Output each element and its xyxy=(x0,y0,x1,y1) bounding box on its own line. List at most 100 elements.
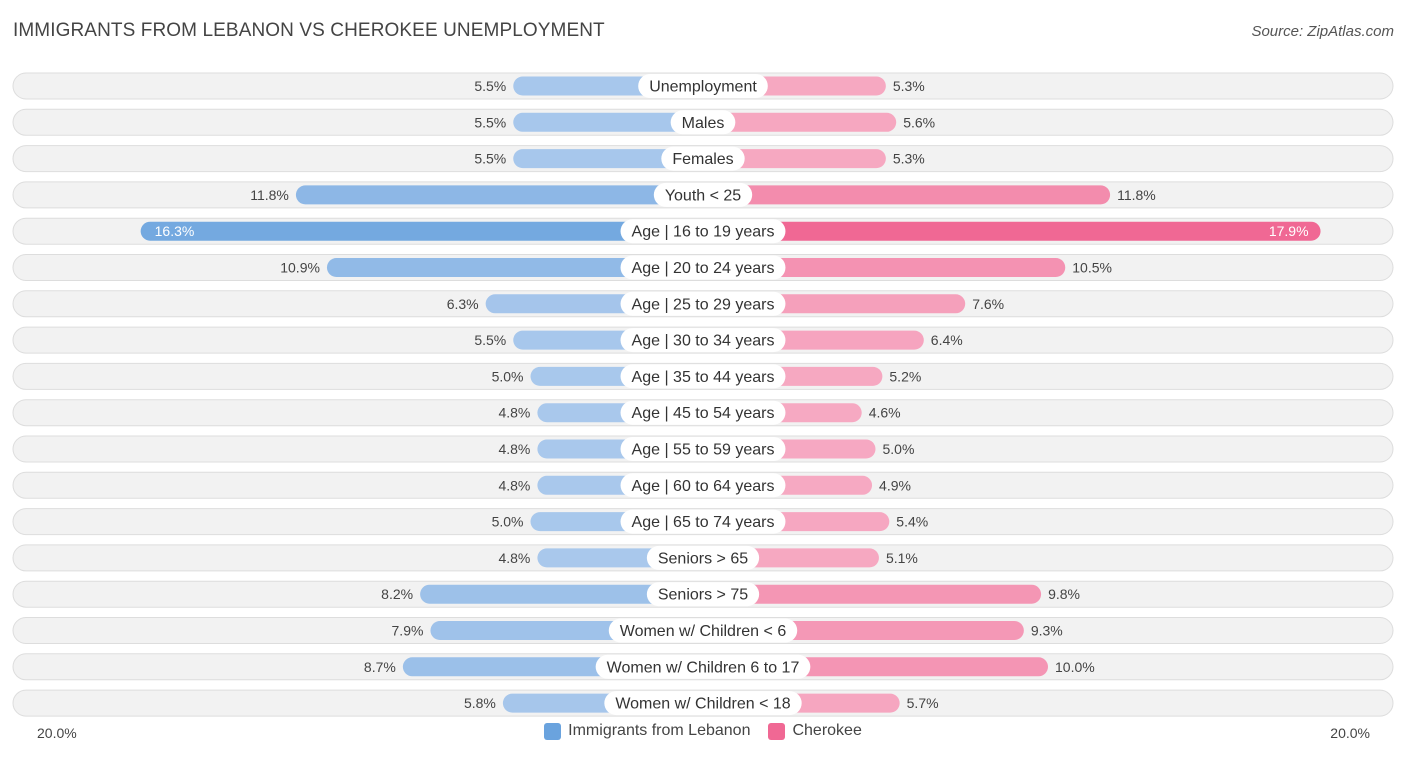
value-label-cherokee: 5.4% xyxy=(896,514,928,530)
category-pill xyxy=(620,364,786,389)
bar-cherokee xyxy=(703,258,1066,277)
category-label: Unemployment xyxy=(649,79,757,96)
bar-cherokee xyxy=(703,185,1111,205)
value-label-cherokee: 5.3% xyxy=(893,151,925,167)
value-label-lebanon: 7.9% xyxy=(392,623,424,639)
value-label-lebanon: 16.3% xyxy=(155,223,195,239)
category-label: Age | 16 to 19 years xyxy=(632,224,775,241)
legend-label-lebanon: Immigrants from Lebanon xyxy=(568,722,751,739)
bar-lebanon xyxy=(513,112,703,132)
category-pill xyxy=(620,219,786,244)
bar-cherokee xyxy=(703,584,1042,604)
category-label: Age | 20 to 24 years xyxy=(632,260,775,277)
value-label-cherokee: 4.9% xyxy=(879,477,911,493)
legend-label-cherokee: Cherokee xyxy=(792,722,862,739)
category-label: Age | 55 to 59 years xyxy=(632,442,775,459)
axis-left-label: 20.0% xyxy=(37,725,77,741)
chart-row: 4.8% 4.9% Age | 60 to 64 years xyxy=(12,471,1394,499)
value-label-cherokee: 5.3% xyxy=(893,78,925,94)
value-label-lebanon: 5.0% xyxy=(492,514,524,530)
chart-title: IMMIGRANTS FROM LEBANON VS CHEROKEE UNEM… xyxy=(13,20,605,41)
category-label: Age | 45 to 54 years xyxy=(632,405,775,422)
category-pill xyxy=(620,473,786,498)
category-pill xyxy=(620,437,786,461)
category-pill xyxy=(604,691,802,716)
chart-row: 5.5% 5.3% Females xyxy=(12,145,1394,173)
value-label-lebanon: 4.8% xyxy=(498,550,530,566)
chart-row: 5.5% 6.4% Age | 30 to 34 years xyxy=(12,326,1394,354)
category-pill xyxy=(620,400,786,425)
value-label-lebanon: 4.8% xyxy=(498,441,530,457)
chart-row: 6.3% 7.6% Age | 25 to 29 years xyxy=(12,290,1394,318)
category-label: Age | 30 to 34 years xyxy=(632,333,775,350)
bar-lebanon xyxy=(420,584,703,604)
chart-row: 4.8% 5.0% Age | 55 to 59 years xyxy=(12,435,1394,463)
value-label-cherokee: 5.6% xyxy=(903,114,935,130)
chart-row: 5.5% 5.3% Unemployment xyxy=(12,72,1394,100)
category-label: Females xyxy=(672,151,733,168)
value-label-lebanon: 4.8% xyxy=(498,477,530,493)
legend-swatch-cherokee xyxy=(768,722,786,740)
category-pill xyxy=(620,255,786,280)
value-label-lebanon: 5.0% xyxy=(492,368,524,384)
value-label-lebanon: 5.5% xyxy=(474,332,506,348)
category-pill xyxy=(670,110,736,135)
value-label-cherokee: 7.6% xyxy=(972,296,1004,312)
legend-swatch-lebanon xyxy=(544,722,562,740)
value-label-lebanon: 6.3% xyxy=(447,296,479,312)
category-label: Women w/ Children < 18 xyxy=(615,696,790,713)
category-label: Age | 35 to 44 years xyxy=(632,369,775,386)
value-label-cherokee: 11.8% xyxy=(1117,187,1156,203)
category-pill xyxy=(620,509,786,534)
chart-row: 5.5% 5.6% Males xyxy=(12,108,1394,136)
value-label-cherokee: 5.7% xyxy=(907,695,939,711)
category-label: Age | 25 to 29 years xyxy=(632,296,775,313)
bar-lebanon xyxy=(140,221,703,241)
category-pill xyxy=(653,182,753,207)
category-pill xyxy=(595,654,811,679)
chart-row: 5.0% 5.4% Age | 65 to 74 years xyxy=(12,508,1394,536)
category-label: Seniors > 65 xyxy=(658,550,748,567)
bar-lebanon xyxy=(326,258,703,277)
category-pill xyxy=(608,618,798,643)
bar-cherokee xyxy=(703,149,886,169)
value-label-cherokee: 5.2% xyxy=(889,368,921,384)
legend-item-lebanon[interactable]: Immigrants from Lebanon xyxy=(544,722,750,740)
chart-row: 5.0% 5.2% Age | 35 to 44 years xyxy=(12,362,1394,390)
chart-row: 5.8% 5.7% Women w/ Children < 18 xyxy=(12,689,1394,717)
value-label-lebanon: 5.5% xyxy=(474,78,506,94)
category-pill xyxy=(620,328,786,353)
value-label-lebanon: 10.9% xyxy=(280,260,320,276)
category-label: Women w/ Children 6 to 17 xyxy=(607,659,800,676)
value-label-lebanon: 8.7% xyxy=(364,659,396,675)
category-pill xyxy=(638,74,768,98)
chart-row: 4.8% 4.6% Age | 45 to 54 years xyxy=(12,399,1394,427)
axis-right-label: 20.0% xyxy=(1330,725,1370,741)
value-label-lebanon: 8.2% xyxy=(381,586,413,602)
legend: Immigrants from Lebanon Cherokee xyxy=(0,722,1406,740)
value-label-cherokee: 17.9% xyxy=(1269,223,1309,239)
bar-cherokee xyxy=(703,112,897,132)
category-pill xyxy=(646,545,760,570)
value-label-lebanon: 4.8% xyxy=(498,405,530,421)
value-label-lebanon: 5.5% xyxy=(474,114,506,130)
chart-row: 7.9% 9.3% Women w/ Children < 6 xyxy=(12,617,1394,644)
chart-row: 11.8% 11.8% Youth < 25 xyxy=(12,181,1394,209)
bar-lebanon xyxy=(513,149,703,169)
category-label: Seniors > 75 xyxy=(658,587,748,604)
category-label: Youth < 25 xyxy=(665,187,741,204)
chart-row: 8.2% 9.8% Seniors > 75 xyxy=(12,580,1394,608)
value-label-cherokee: 9.3% xyxy=(1031,623,1063,639)
value-label-lebanon: 5.8% xyxy=(464,695,496,711)
category-label: Women w/ Children < 6 xyxy=(620,623,787,640)
category-pill xyxy=(646,582,760,607)
value-label-cherokee: 9.8% xyxy=(1048,586,1080,602)
bar-cherokee xyxy=(703,221,1321,241)
chart-row: 4.8% 5.1% Seniors > 65 xyxy=(12,544,1394,572)
category-pill xyxy=(661,146,745,171)
value-label-lebanon: 11.8% xyxy=(250,187,289,203)
bar-lebanon xyxy=(295,185,703,205)
legend-item-cherokee[interactable]: Cherokee xyxy=(768,722,862,740)
chart-row: 16.3% 17.9% Age | 16 to 19 years xyxy=(12,217,1394,245)
